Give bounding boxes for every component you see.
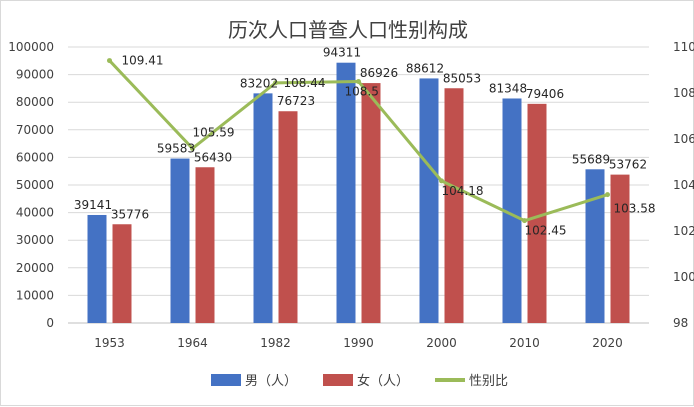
x-tick-label: 2000 (426, 336, 457, 350)
male-bar (87, 214, 107, 323)
sex-ratio-data-label: 108.44 (284, 76, 326, 90)
y-left-tick-label: 90000 (16, 68, 54, 82)
x-tick-label: 1964 (177, 336, 208, 350)
female-bar (112, 224, 132, 323)
female-data-label: 56430 (194, 150, 232, 164)
sex-ratio-data-label: 108.5 (345, 85, 379, 99)
x-tick-label: 2020 (592, 336, 623, 350)
sex-ratio-data-label: 105.59 (193, 125, 235, 139)
y-left-tick-label: 20000 (16, 261, 54, 275)
sex-ratio-point (522, 218, 527, 224)
male-bar (253, 93, 273, 323)
x-tick-label: 2010 (509, 336, 540, 350)
y-right-tick-label: 102 (673, 224, 694, 238)
bars (87, 62, 630, 324)
male-data-label: 55689 (572, 152, 610, 166)
female-bar (610, 174, 630, 323)
y-left-tick-label: 100000 (8, 40, 54, 54)
female-data-label: 79406 (526, 87, 564, 101)
male-data-label: 88612 (406, 61, 444, 75)
y-left-tick-label: 80000 (16, 95, 54, 109)
y-right-tick-label: 106 (673, 132, 694, 146)
female-data-label: 53762 (609, 158, 647, 172)
y-right-tick-label: 98 (673, 316, 688, 330)
male-bar (419, 78, 439, 323)
legend-swatch (211, 374, 241, 386)
female-bar (527, 103, 547, 323)
y-left-tick-label: 60000 (16, 150, 54, 164)
female-data-label: 86926 (360, 66, 398, 80)
y-right-tick-label: 110 (673, 40, 694, 54)
sex-ratio-data-label: 109.41 (122, 54, 164, 68)
axes: 0 10000 20000 30000 40000 50000 60000 70000 8000… (8, 40, 694, 350)
sex-ratio-point (356, 79, 361, 84)
female-data-label: 76723 (277, 94, 315, 108)
y-left-tick-label: 70000 (16, 123, 54, 137)
male-data-label: 81348 (489, 81, 527, 95)
female-bar (361, 83, 381, 323)
legend-label: 性别比 (469, 374, 508, 389)
gridlines (68, 46, 649, 324)
legend-label: 男（人） (245, 374, 297, 389)
male-bar (336, 62, 356, 324)
legend-label: 女（人） (357, 373, 409, 389)
male-data-label: 39141 (74, 198, 112, 212)
male-bar (170, 158, 190, 323)
female-bar (444, 88, 464, 323)
y-left-tick-label: 0 (46, 316, 54, 330)
female-data-label: 85053 (443, 71, 481, 85)
chart-title: 历次人口普查人口性别构成 (228, 18, 468, 42)
female-bar (195, 167, 215, 323)
x-tick-label: 1953 (94, 336, 125, 350)
male-bar (502, 98, 522, 323)
y-left-tick-label: 50000 (16, 178, 54, 192)
sex-ratio-point (439, 178, 444, 184)
sex-ratio-point (605, 192, 610, 198)
x-tick-label: 1990 (343, 336, 374, 350)
sex-ratio-line (107, 58, 610, 224)
sex-ratio-data-label: 104.18 (442, 184, 484, 198)
y-left-tick-label: 30000 (16, 233, 54, 247)
male-data-label: 94311 (323, 46, 361, 60)
sex-ratio-point (273, 80, 278, 86)
y-right-tick-label: 104 (673, 178, 694, 192)
y-left-tick-label: 10000 (16, 288, 54, 302)
sex-ratio-data-label: 102.45 (525, 224, 567, 238)
male-data-label: 83202 (240, 76, 278, 90)
sex-ratio-point (107, 58, 112, 64)
male-bar (585, 169, 605, 323)
legend-swatch (323, 374, 353, 386)
sex-ratio-point (190, 145, 195, 151)
x-tick-label: 1982 (260, 336, 291, 350)
y-right-tick-label: 100 (673, 270, 694, 284)
y-left-tick-label: 40000 (16, 206, 54, 220)
y-right-tick-label: 108 (673, 86, 694, 100)
legend: 男（人） 女（人） 性别比 (211, 373, 508, 389)
female-data-label: 35776 (111, 207, 149, 221)
female-bar (278, 111, 298, 323)
male-data-label: 59583 (157, 142, 195, 156)
sex-ratio-data-label: 103.58 (614, 202, 656, 216)
